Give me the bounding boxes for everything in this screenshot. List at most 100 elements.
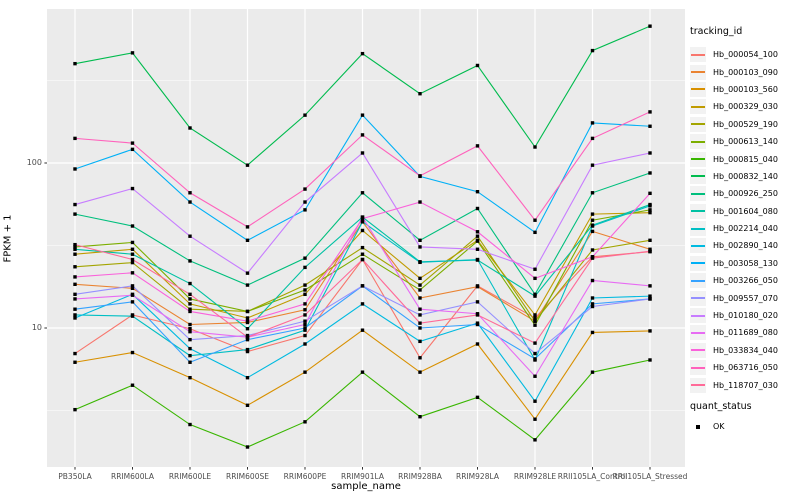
data-point — [130, 186, 135, 191]
data-point — [648, 124, 652, 128]
data-point — [648, 358, 652, 362]
legend-quant-items: OK — [690, 418, 725, 435]
data-point — [533, 316, 537, 320]
data-point — [360, 228, 365, 233]
legend-swatch-line-icon — [691, 279, 705, 282]
data-point — [303, 200, 307, 204]
legend-item: Hb_033834_040 — [690, 342, 778, 359]
data-point — [130, 300, 135, 304]
data-point — [360, 370, 365, 374]
data-point — [648, 238, 652, 243]
data-point — [303, 326, 307, 330]
legend-item-label: Hb_009557_070 — [713, 293, 778, 303]
data-point — [533, 323, 537, 327]
data-point — [648, 210, 652, 215]
data-point — [418, 296, 422, 300]
data-point — [73, 242, 77, 247]
data-point — [130, 247, 135, 251]
data-point — [73, 360, 77, 364]
data-point — [73, 245, 77, 249]
legend-swatch-line-icon — [691, 53, 705, 56]
legend-key — [690, 81, 706, 97]
data-point — [590, 256, 595, 260]
data-point — [130, 293, 135, 297]
data-point — [73, 282, 77, 287]
legend-key — [690, 377, 706, 393]
legend-item: Hb_000832_140 — [690, 168, 778, 185]
legend-key — [690, 325, 706, 341]
data-point — [303, 322, 307, 327]
legend-item-label: Hb_002214_040 — [713, 224, 778, 234]
y-axis-title: FPKM + 1 — [2, 214, 14, 263]
data-point — [648, 249, 652, 253]
x-tick-label: RRIM600LA — [111, 472, 154, 481]
legend-key — [690, 221, 706, 237]
data-point — [245, 375, 250, 380]
legend-key — [690, 116, 706, 132]
data-point — [475, 313, 480, 317]
data-point — [360, 216, 365, 221]
data-point — [130, 271, 135, 275]
legend-key — [690, 134, 706, 150]
legend-key — [690, 419, 706, 434]
data-point — [475, 284, 480, 289]
data-point — [73, 297, 77, 301]
legend-title-quant-status: quant_status — [690, 401, 752, 412]
legend-item-label: Hb_010180_020 — [713, 311, 778, 321]
data-point — [475, 322, 480, 327]
data-point — [73, 313, 77, 317]
x-tick-label: RRIM928LE — [513, 472, 557, 481]
data-point — [73, 61, 77, 66]
data-point — [590, 304, 595, 309]
data-point — [130, 147, 135, 152]
data-point — [360, 113, 365, 117]
data-point — [590, 302, 595, 306]
legend-swatch-line-icon — [691, 192, 705, 195]
legend-item: Hb_000054_100 — [690, 46, 778, 63]
legend-quant-item: OK — [690, 418, 725, 435]
data-point — [475, 234, 480, 238]
data-point — [188, 281, 192, 286]
data-point — [590, 330, 595, 335]
data-point — [130, 257, 135, 262]
data-point — [590, 224, 595, 228]
data-point — [303, 420, 307, 424]
data-point — [188, 292, 192, 297]
data-point — [418, 283, 422, 287]
legend-swatch-line-icon — [691, 105, 705, 108]
x-tick-label: RRII105LA_Stressed — [612, 472, 688, 481]
data-point — [188, 126, 192, 130]
data-point — [418, 200, 422, 204]
legend-item: Hb_003266_050 — [690, 272, 778, 289]
legend-item-label: Hb_000103_090 — [713, 67, 778, 77]
y-tick-label: 10 — [31, 323, 42, 332]
data-point — [418, 307, 422, 311]
data-point — [130, 224, 135, 228]
data-point — [360, 133, 365, 137]
data-point — [533, 292, 537, 297]
data-point — [188, 337, 192, 342]
data-point — [590, 163, 595, 167]
data-point — [73, 275, 77, 279]
data-point — [418, 92, 422, 96]
data-point — [533, 145, 537, 149]
x-tick-label: RRIM928LA — [456, 472, 499, 481]
data-point — [648, 171, 652, 175]
data-point — [418, 174, 422, 178]
data-point — [245, 319, 250, 323]
data-point — [533, 267, 537, 271]
data-point — [418, 415, 422, 419]
data-point — [188, 375, 192, 380]
legend-key — [690, 186, 706, 202]
legend-swatch-line-icon — [691, 314, 705, 317]
data-point — [188, 302, 192, 306]
legend-item: Hb_002214_040 — [690, 220, 778, 237]
legend-quant-label: OK — [713, 422, 725, 432]
black-square-point-icon — [696, 424, 700, 429]
data-point — [360, 220, 365, 224]
data-point — [188, 309, 192, 314]
legend-swatch-line-icon — [691, 140, 705, 143]
x-tick-label: RRIM600SE — [226, 472, 269, 481]
legend-key — [690, 151, 706, 167]
data-point — [418, 370, 422, 374]
